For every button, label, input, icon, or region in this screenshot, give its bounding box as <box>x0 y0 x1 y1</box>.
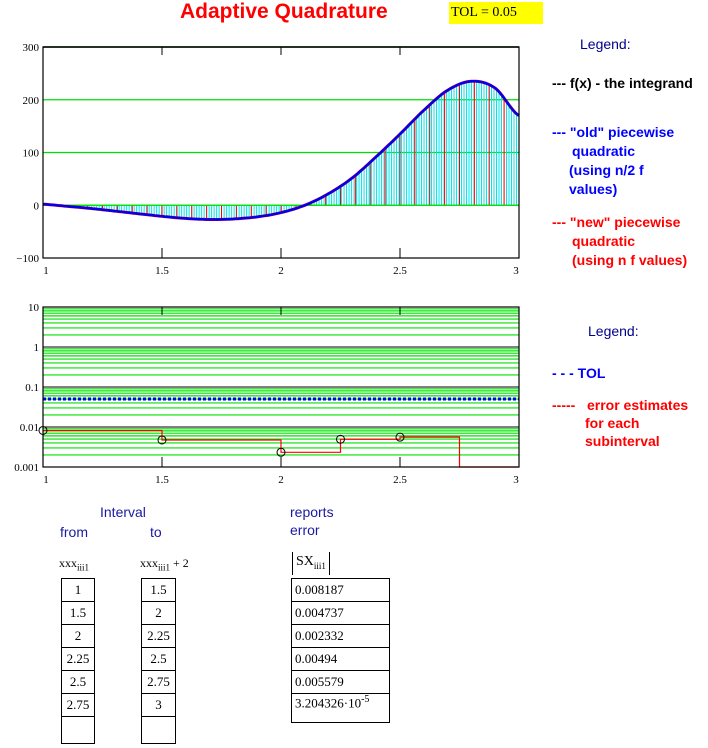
integrand-chart: 1 1.5 2 2.5 3 300 200 100 0 −100 <box>16 42 520 277</box>
legend-new-line2: quadratic <box>572 233 636 249</box>
table-cell: 0.005579 <box>291 670 390 694</box>
table-cell: 2.75 <box>141 670 176 694</box>
table-cell: 1.5 <box>61 601 95 625</box>
legend-old-line1: --- "old" piecewise <box>552 124 675 140</box>
legend-tol: - - - TOL <box>552 365 606 381</box>
error-step-line <box>43 429 519 468</box>
table-row: 2.25 <box>141 624 176 648</box>
legend-heading: Legend: <box>580 36 631 52</box>
error-point <box>395 432 405 442</box>
integrand-line <box>42 79 520 221</box>
legend-error: ----- error estimates for each subinterv… <box>552 396 688 450</box>
from-label: from <box>60 524 88 540</box>
x-tick-label: 2 <box>278 474 284 486</box>
table-cell: 3 <box>141 693 176 717</box>
y-tick-label: 0.01 <box>20 422 39 434</box>
legend-old-line4: values) <box>569 181 618 197</box>
table-row: 3.204326·10-5 <box>291 693 390 723</box>
new-quadratic-line <box>42 79 520 221</box>
x-tick-label: 3 <box>513 265 519 277</box>
table-cell: 1.5 <box>141 578 176 602</box>
x-tick-label: 1.5 <box>155 474 169 486</box>
exponent: -5 <box>361 694 370 705</box>
y-tick-label: 300 <box>23 42 40 54</box>
table-row: 2.5 <box>61 670 95 694</box>
error-point <box>276 447 286 457</box>
tol-value[interactable]: TOL = 0.05 <box>449 2 543 24</box>
x-tick-label: 1 <box>43 474 49 486</box>
x-tick-label: 1 <box>43 265 49 277</box>
table-row: 0.005579 <box>291 670 390 694</box>
legend-error-line2: for each <box>585 415 640 431</box>
from-variable: xxxiii1 <box>59 556 90 573</box>
error-label: error <box>290 522 320 538</box>
legend-fx: --- f(x) - the integrand <box>552 75 693 91</box>
table-row: 3 <box>141 693 176 717</box>
table-row: 2.75 <box>141 670 176 694</box>
legend-old-line3: (using n/2 f <box>569 162 644 178</box>
table-cell: 3.204326·10-5 <box>291 693 390 723</box>
table-row: 2.5 <box>141 647 176 671</box>
table-cell <box>61 716 95 744</box>
table-cell: 2 <box>141 601 176 625</box>
table-row: 0.008187 <box>291 578 390 602</box>
x-tick-label: 2.5 <box>393 265 407 277</box>
y-tick-label: 10 <box>28 302 40 314</box>
table-cell <box>141 716 176 744</box>
to-label: to <box>150 524 162 540</box>
table-row: 0.004737 <box>291 601 390 625</box>
x-tick-label: 1.5 <box>155 265 169 277</box>
table-row: 2.75 <box>61 693 95 717</box>
table-cell: 2 <box>61 624 95 648</box>
y-tick-label: 200 <box>23 95 40 107</box>
legend-new-line3: (using n f values) <box>572 252 688 268</box>
to-table: 1.5 2 2.25 2.5 2.75 3 <box>141 578 176 744</box>
table-row: 0.00494 <box>291 647 390 671</box>
table-row: 2 <box>61 624 95 648</box>
table-cell: 0.00494 <box>291 647 390 671</box>
from-table: 1 1.5 2 2.25 2.5 2.75 <box>61 578 95 744</box>
legend2-heading: Legend: <box>588 323 639 339</box>
table-row: 1.5 <box>61 601 95 625</box>
interval-label: Interval <box>100 504 146 520</box>
page-title: Adaptive Quadrature <box>180 0 388 23</box>
y-tick-label: 1 <box>34 342 40 354</box>
table-cell: 2.25 <box>141 624 176 648</box>
table-cell: 0.004737 <box>291 601 390 625</box>
table-cell: 2.5 <box>141 647 176 671</box>
y-tick-label: 100 <box>23 148 40 160</box>
to-variable: xxxiii1 + 2 <box>140 556 189 573</box>
error-chart: 1 1.5 2 2.5 3 10 1 0.1 0.01 0.001 <box>14 302 520 486</box>
table-cell: 2.25 <box>61 647 95 671</box>
x-tick-label: 2.5 <box>393 474 407 486</box>
table-row: 2.25 <box>61 647 95 671</box>
y-tick-label: 0 <box>34 200 40 212</box>
table-cell: 2.75 <box>61 693 95 717</box>
legend-old-line2: quadratic <box>572 143 636 159</box>
x-tick-label: 2 <box>278 265 284 277</box>
table-row: 0.002332 <box>291 624 390 648</box>
error-table: 0.008187 0.004737 0.002332 0.00494 0.005579 3… <box>291 578 390 723</box>
legend-error-line1: ----- error estimates <box>552 397 689 413</box>
legend-new-line1: --- "new" piecewise <box>552 214 681 230</box>
legend-error-line3: subinterval <box>585 433 660 449</box>
table-cell: 0.002332 <box>291 624 390 648</box>
legend-new: --- "new" piecewise quadratic (using n f… <box>552 213 687 270</box>
table-cell: 0.008187 <box>291 578 390 602</box>
y-tick-label: 0.001 <box>14 462 39 474</box>
table-cell: 1 <box>61 578 95 602</box>
error-point <box>336 434 345 444</box>
error-point <box>157 435 167 445</box>
x-tick-label: 3 <box>513 474 519 486</box>
table-row: 1.5 <box>141 578 176 602</box>
table-row: 1 <box>61 578 95 602</box>
error-variable: SXiii1 <box>292 552 330 575</box>
table-cell: 2.5 <box>61 670 95 694</box>
y-tick-label: 0.1 <box>25 382 39 394</box>
y-tick-label: −100 <box>16 253 39 265</box>
table-row: 2 <box>141 601 176 625</box>
reports-label: reports <box>290 504 334 520</box>
legend-old: --- "old" piecewise quadratic (using n/2… <box>552 123 674 199</box>
